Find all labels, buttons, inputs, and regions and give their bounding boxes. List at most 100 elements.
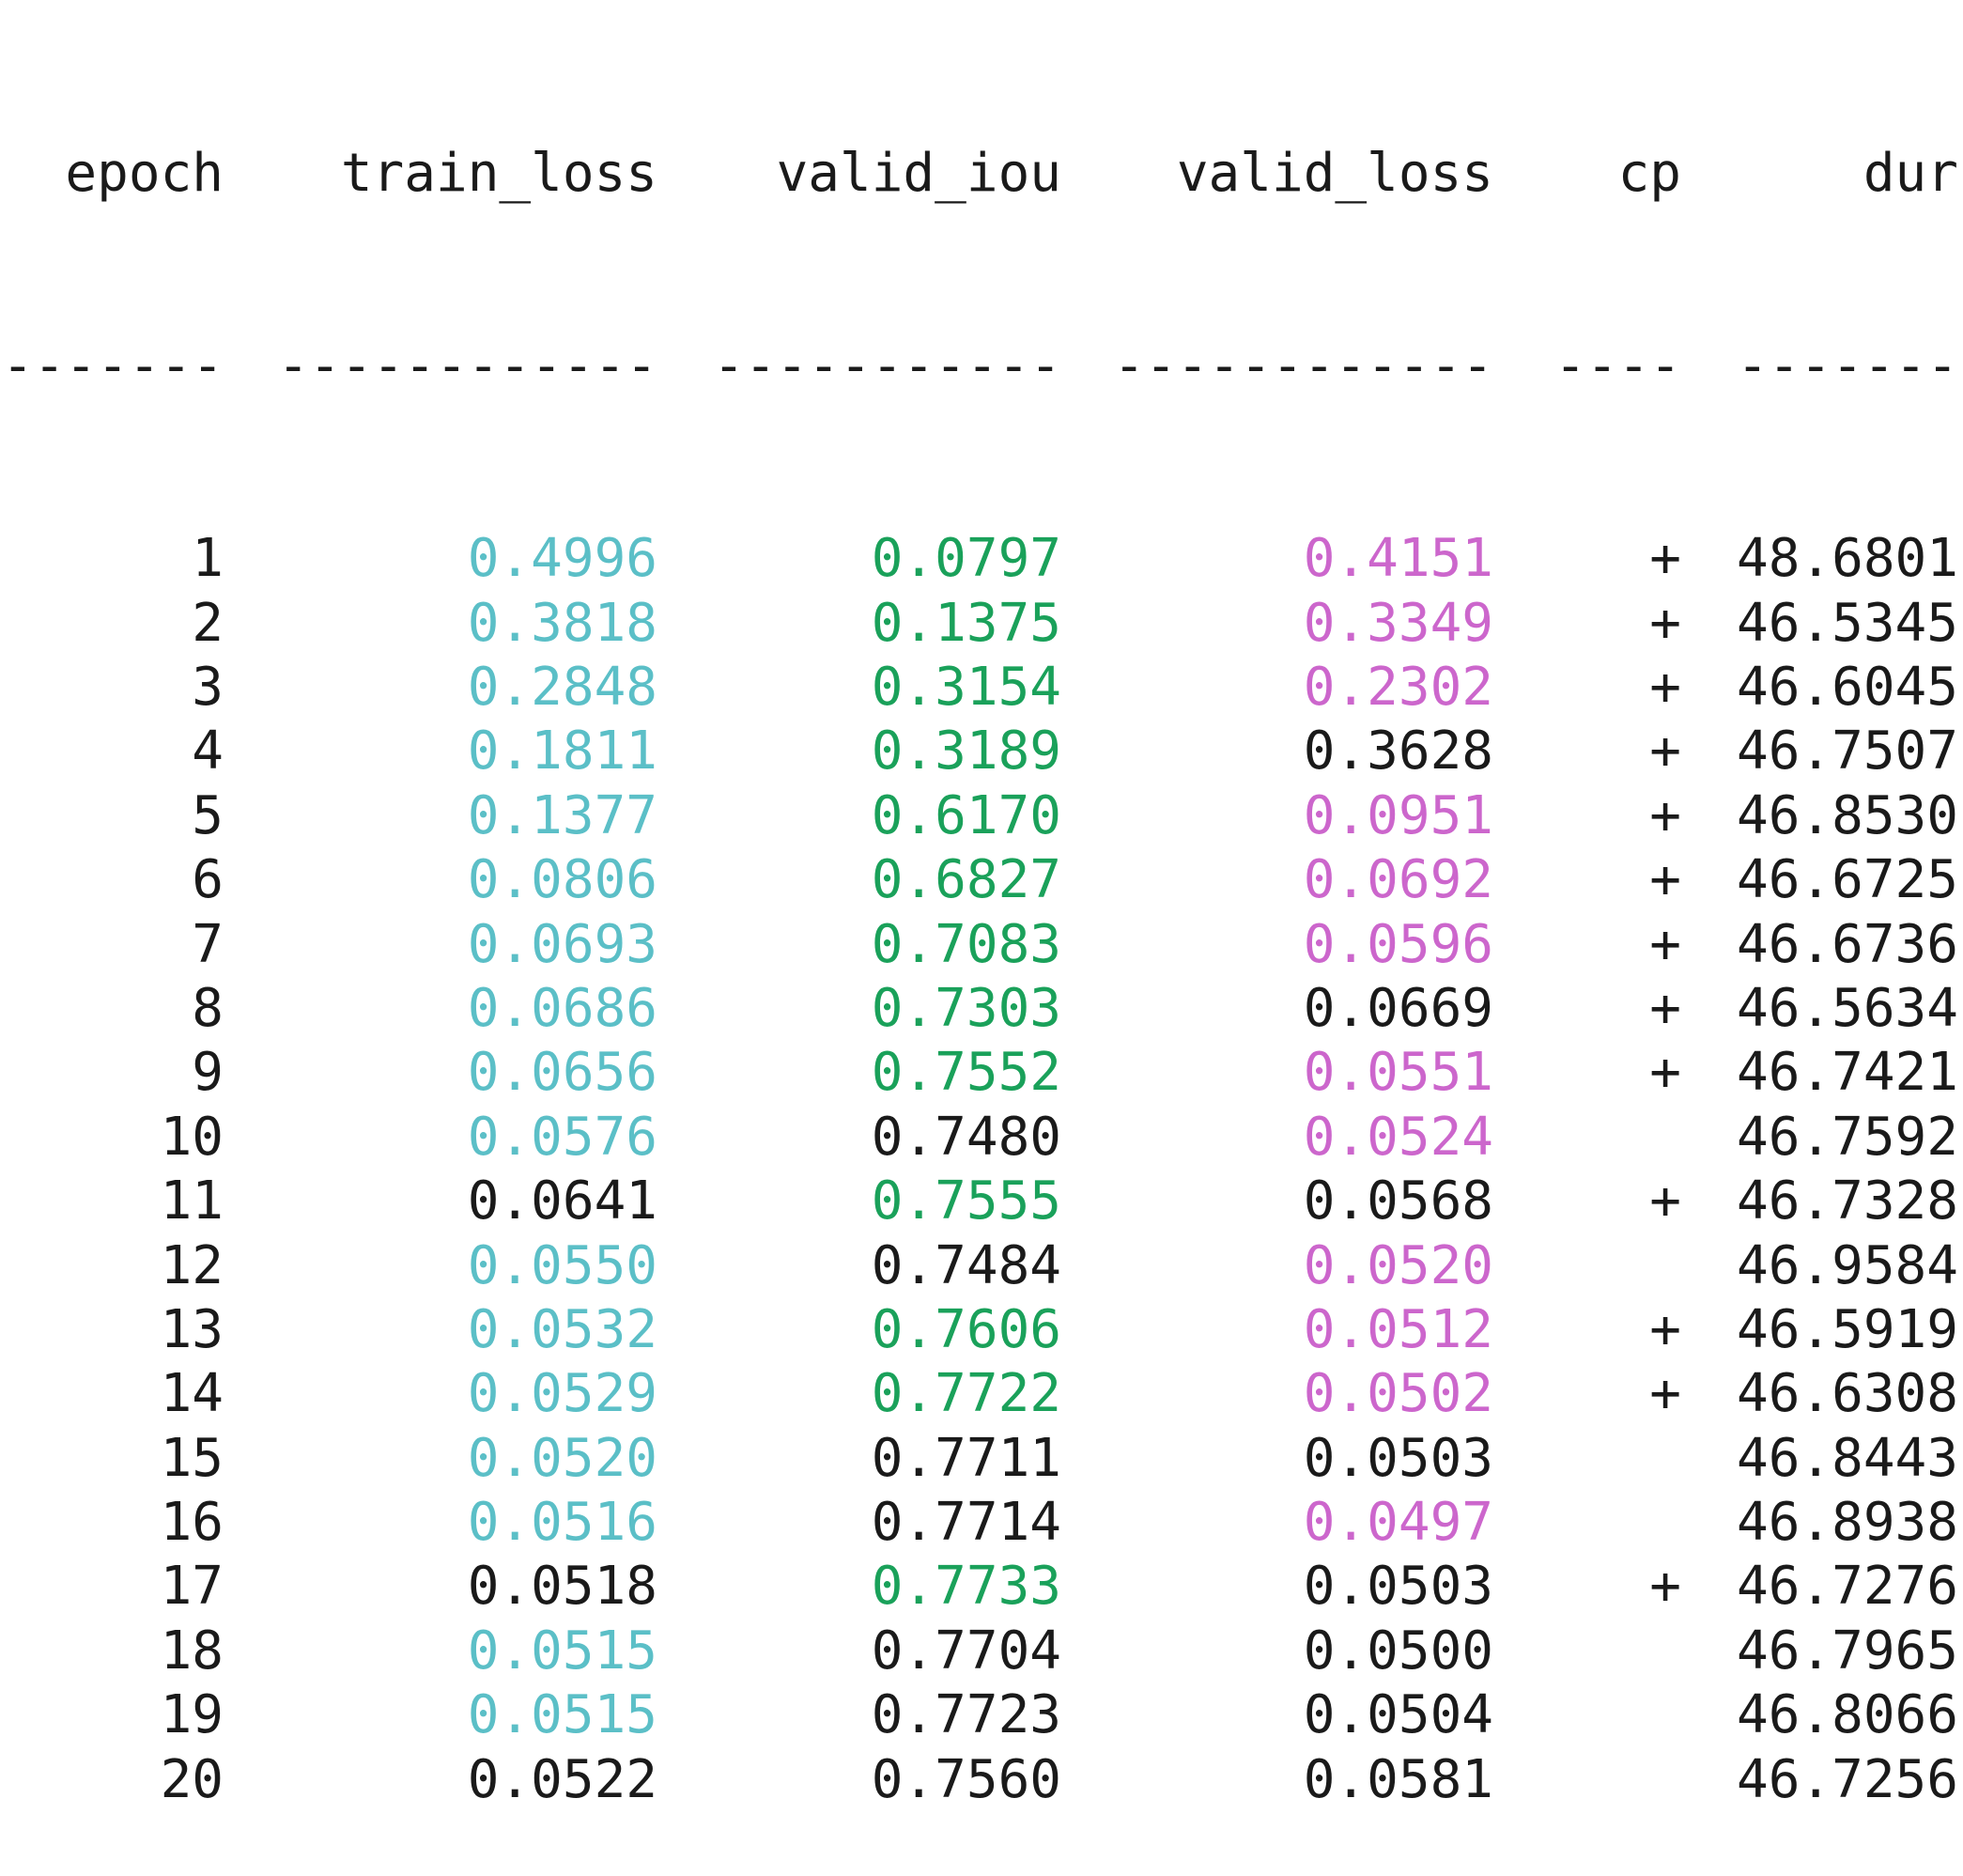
cell-valid-iou: 0.7711 (871, 1427, 1061, 1489)
cell-cp: + (1649, 1171, 1681, 1233)
cell-cp: + (1649, 977, 1681, 1039)
cell-train-loss: 0.0550 (467, 1234, 657, 1296)
cell-cp: + (1649, 784, 1681, 846)
cell-dur: 46.8443 (1736, 1427, 1958, 1489)
table-row: 13 0.0532 0.7606 0.0512 +46.5919 (0, 1298, 1963, 1362)
cell-train-loss: 0.0656 (467, 1042, 657, 1104)
cell-dur: 46.7276 (1736, 1556, 1958, 1618)
cell-dur: 46.7421 (1736, 1042, 1958, 1104)
cell-valid-loss: 0.0596 (1303, 913, 1493, 975)
cell-dur: 46.7592 (1736, 1106, 1958, 1168)
cell-epoch: 17 (160, 1556, 224, 1618)
cell-train-loss: 0.0518 (467, 1556, 657, 1618)
cell-valid-loss: 0.0503 (1303, 1556, 1493, 1618)
table-row: 17 0.0518 0.7733 0.0503 +46.7276 (0, 1555, 1963, 1619)
cell-train-loss: 0.1377 (467, 784, 657, 846)
header-valid-iou: valid_iou (776, 142, 1061, 204)
cell-dur: 46.7328 (1736, 1171, 1958, 1233)
cell-cp: + (1649, 1298, 1681, 1360)
cell-train-loss: 0.4996 (467, 528, 657, 590)
separator-valid-loss: ------------ (1113, 335, 1493, 397)
cell-valid-loss: 0.0512 (1303, 1298, 1493, 1360)
cell-valid-iou: 0.7714 (871, 1492, 1061, 1554)
cell-valid-loss: 0.0551 (1303, 1042, 1493, 1104)
table-row: 4 0.1811 0.3189 0.3628 +46.7507 (0, 720, 1963, 783)
cell-cp: + (1649, 657, 1681, 718)
cell-epoch: 14 (160, 1363, 224, 1425)
separator-train-loss: ------------ (277, 335, 657, 397)
cell-train-loss: 0.0520 (467, 1427, 657, 1489)
header-epoch: epoch (65, 142, 224, 204)
cell-dur: 46.7507 (1736, 721, 1958, 783)
header-train-loss: train_loss (340, 142, 657, 204)
cell-cp: + (1649, 1042, 1681, 1104)
cell-valid-loss: 0.0692 (1303, 849, 1493, 911)
cell-epoch: 8 (192, 977, 224, 1039)
cell-valid-iou: 0.7484 (871, 1234, 1061, 1296)
table-row: 5 0.1377 0.6170 0.0951 +46.8530 (0, 784, 1963, 848)
cell-epoch: 3 (192, 657, 224, 718)
cell-valid-iou: 0.0797 (871, 528, 1061, 590)
table-row: 19 0.0515 0.7723 0.0504 46.8066 (0, 1683, 1963, 1747)
table-row: 10 0.0576 0.7480 0.0524 46.7592 (0, 1106, 1963, 1170)
cell-valid-loss: 0.0502 (1303, 1363, 1493, 1425)
cell-dur: 46.8066 (1736, 1684, 1958, 1746)
separator-row: ------- ------------ ----------- -------… (0, 334, 1963, 398)
cell-dur: 46.5345 (1736, 592, 1958, 654)
separator-epoch: ------- (1, 335, 224, 397)
cell-valid-loss: 0.0568 (1303, 1171, 1493, 1233)
table-row: 1 0.4996 0.0797 0.4151 +48.6801 (0, 527, 1963, 591)
cell-epoch: 18 (160, 1620, 224, 1682)
cell-cp: + (1649, 849, 1681, 911)
table-row: 8 0.0686 0.7303 0.0669 +46.5634 (0, 977, 1963, 1041)
cell-epoch: 4 (192, 721, 224, 783)
cell-valid-loss: 0.3628 (1303, 721, 1493, 783)
cell-valid-loss: 0.0669 (1303, 977, 1493, 1039)
cell-cp: + (1649, 1556, 1681, 1618)
cell-valid-loss: 0.0581 (1303, 1748, 1493, 1810)
cell-epoch: 13 (160, 1298, 224, 1360)
cell-epoch: 11 (160, 1171, 224, 1233)
table-row: 16 0.0516 0.7714 0.0497 46.8938 (0, 1491, 1963, 1555)
cell-dur: 46.7965 (1736, 1620, 1958, 1682)
cell-cp: + (1649, 721, 1681, 783)
cell-dur: 48.6801 (1736, 528, 1958, 590)
header-valid-loss: valid_loss (1176, 142, 1493, 204)
cell-valid-iou: 0.7722 (871, 1363, 1061, 1425)
cell-cp: + (1649, 913, 1681, 975)
cell-valid-iou: 0.7083 (871, 913, 1061, 975)
separator-valid-iou: ----------- (713, 335, 1061, 397)
cell-dur: 46.6308 (1736, 1363, 1958, 1425)
cell-valid-iou: 0.6170 (871, 784, 1061, 846)
cell-valid-iou: 0.7704 (871, 1620, 1061, 1682)
cell-valid-iou: 0.7555 (871, 1171, 1061, 1233)
cell-epoch: 9 (192, 1042, 224, 1104)
cell-valid-loss: 0.0951 (1303, 784, 1493, 846)
cell-valid-loss: 0.0504 (1303, 1684, 1493, 1746)
cell-valid-iou: 0.3154 (871, 657, 1061, 718)
cell-valid-loss: 0.3349 (1303, 592, 1493, 654)
training-log-output: epoch train_loss valid_iou valid_loss cp… (0, 142, 1963, 1810)
cell-epoch: 7 (192, 913, 224, 975)
cell-cp: + (1649, 592, 1681, 654)
cell-valid-loss: 0.0520 (1303, 1234, 1493, 1296)
cell-epoch: 2 (192, 592, 224, 654)
table-row: 14 0.0529 0.7722 0.0502 +46.6308 (0, 1362, 1963, 1426)
cell-train-loss: 0.0516 (467, 1492, 657, 1554)
cell-valid-iou: 0.7723 (871, 1684, 1061, 1746)
cell-dur: 46.8938 (1736, 1492, 1958, 1554)
cell-train-loss: 0.0532 (467, 1298, 657, 1360)
cell-dur: 46.5634 (1736, 977, 1958, 1039)
cell-epoch: 10 (160, 1106, 224, 1168)
cell-valid-iou: 0.7560 (871, 1748, 1061, 1810)
cell-epoch: 19 (160, 1684, 224, 1746)
cell-valid-loss: 0.0503 (1303, 1427, 1493, 1489)
cell-valid-loss: 0.0524 (1303, 1106, 1493, 1168)
table-row: 2 0.3818 0.1375 0.3349 +46.5345 (0, 592, 1963, 656)
header-row: epoch train_loss valid_iou valid_loss cp… (0, 142, 1963, 206)
cell-dur: 46.9584 (1736, 1234, 1958, 1296)
cell-valid-iou: 0.7733 (871, 1556, 1061, 1618)
table-body: 1 0.4996 0.0797 0.4151 +48.6801 2 0.3818 0.1375… (0, 527, 1963, 1812)
cell-valid-iou: 0.7303 (871, 977, 1061, 1039)
table-row: 20 0.0522 0.7560 0.0581 46.7256 (0, 1748, 1963, 1812)
